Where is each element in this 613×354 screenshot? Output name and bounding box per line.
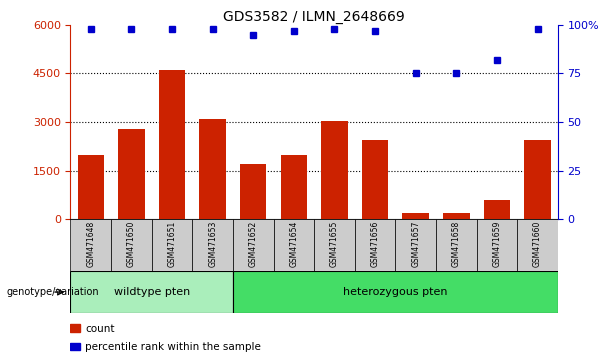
- Bar: [524, 140, 550, 219]
- Bar: [362, 140, 388, 219]
- Bar: [321, 120, 348, 219]
- Text: genotype/variation: genotype/variation: [6, 287, 99, 297]
- Bar: [70, 343, 80, 350]
- Bar: [111, 219, 151, 271]
- Bar: [484, 200, 510, 219]
- Text: GSM471657: GSM471657: [411, 221, 420, 267]
- Title: GDS3582 / ILMN_2648669: GDS3582 / ILMN_2648669: [223, 10, 405, 24]
- Bar: [403, 213, 429, 219]
- Bar: [152, 219, 192, 271]
- Text: GSM471650: GSM471650: [127, 221, 136, 267]
- Bar: [314, 219, 355, 271]
- Text: GSM471651: GSM471651: [167, 221, 177, 267]
- Text: GSM471655: GSM471655: [330, 221, 339, 267]
- Bar: [78, 155, 104, 219]
- Text: GSM471648: GSM471648: [86, 221, 95, 267]
- Bar: [355, 219, 395, 271]
- Text: GSM471659: GSM471659: [492, 221, 501, 267]
- Bar: [70, 271, 233, 313]
- Bar: [395, 219, 436, 271]
- Bar: [118, 129, 145, 219]
- Text: GSM471656: GSM471656: [371, 221, 379, 267]
- Bar: [233, 219, 273, 271]
- Bar: [273, 219, 314, 271]
- Bar: [70, 324, 80, 332]
- Text: heterozygous pten: heterozygous pten: [343, 287, 447, 297]
- Bar: [192, 219, 233, 271]
- Bar: [240, 164, 267, 219]
- Text: GSM471658: GSM471658: [452, 221, 461, 267]
- Bar: [517, 219, 558, 271]
- Bar: [281, 155, 307, 219]
- Text: GSM471660: GSM471660: [533, 221, 542, 267]
- Bar: [233, 271, 558, 313]
- Text: percentile rank within the sample: percentile rank within the sample: [85, 342, 261, 352]
- Bar: [70, 219, 111, 271]
- Bar: [443, 213, 470, 219]
- Text: count: count: [85, 324, 115, 334]
- Bar: [477, 219, 517, 271]
- Text: GSM471654: GSM471654: [289, 221, 299, 267]
- Text: GSM471652: GSM471652: [249, 221, 257, 267]
- Bar: [159, 70, 185, 219]
- Bar: [199, 119, 226, 219]
- Text: wildtype pten: wildtype pten: [113, 287, 190, 297]
- Bar: [436, 219, 477, 271]
- Text: GSM471653: GSM471653: [208, 221, 217, 267]
